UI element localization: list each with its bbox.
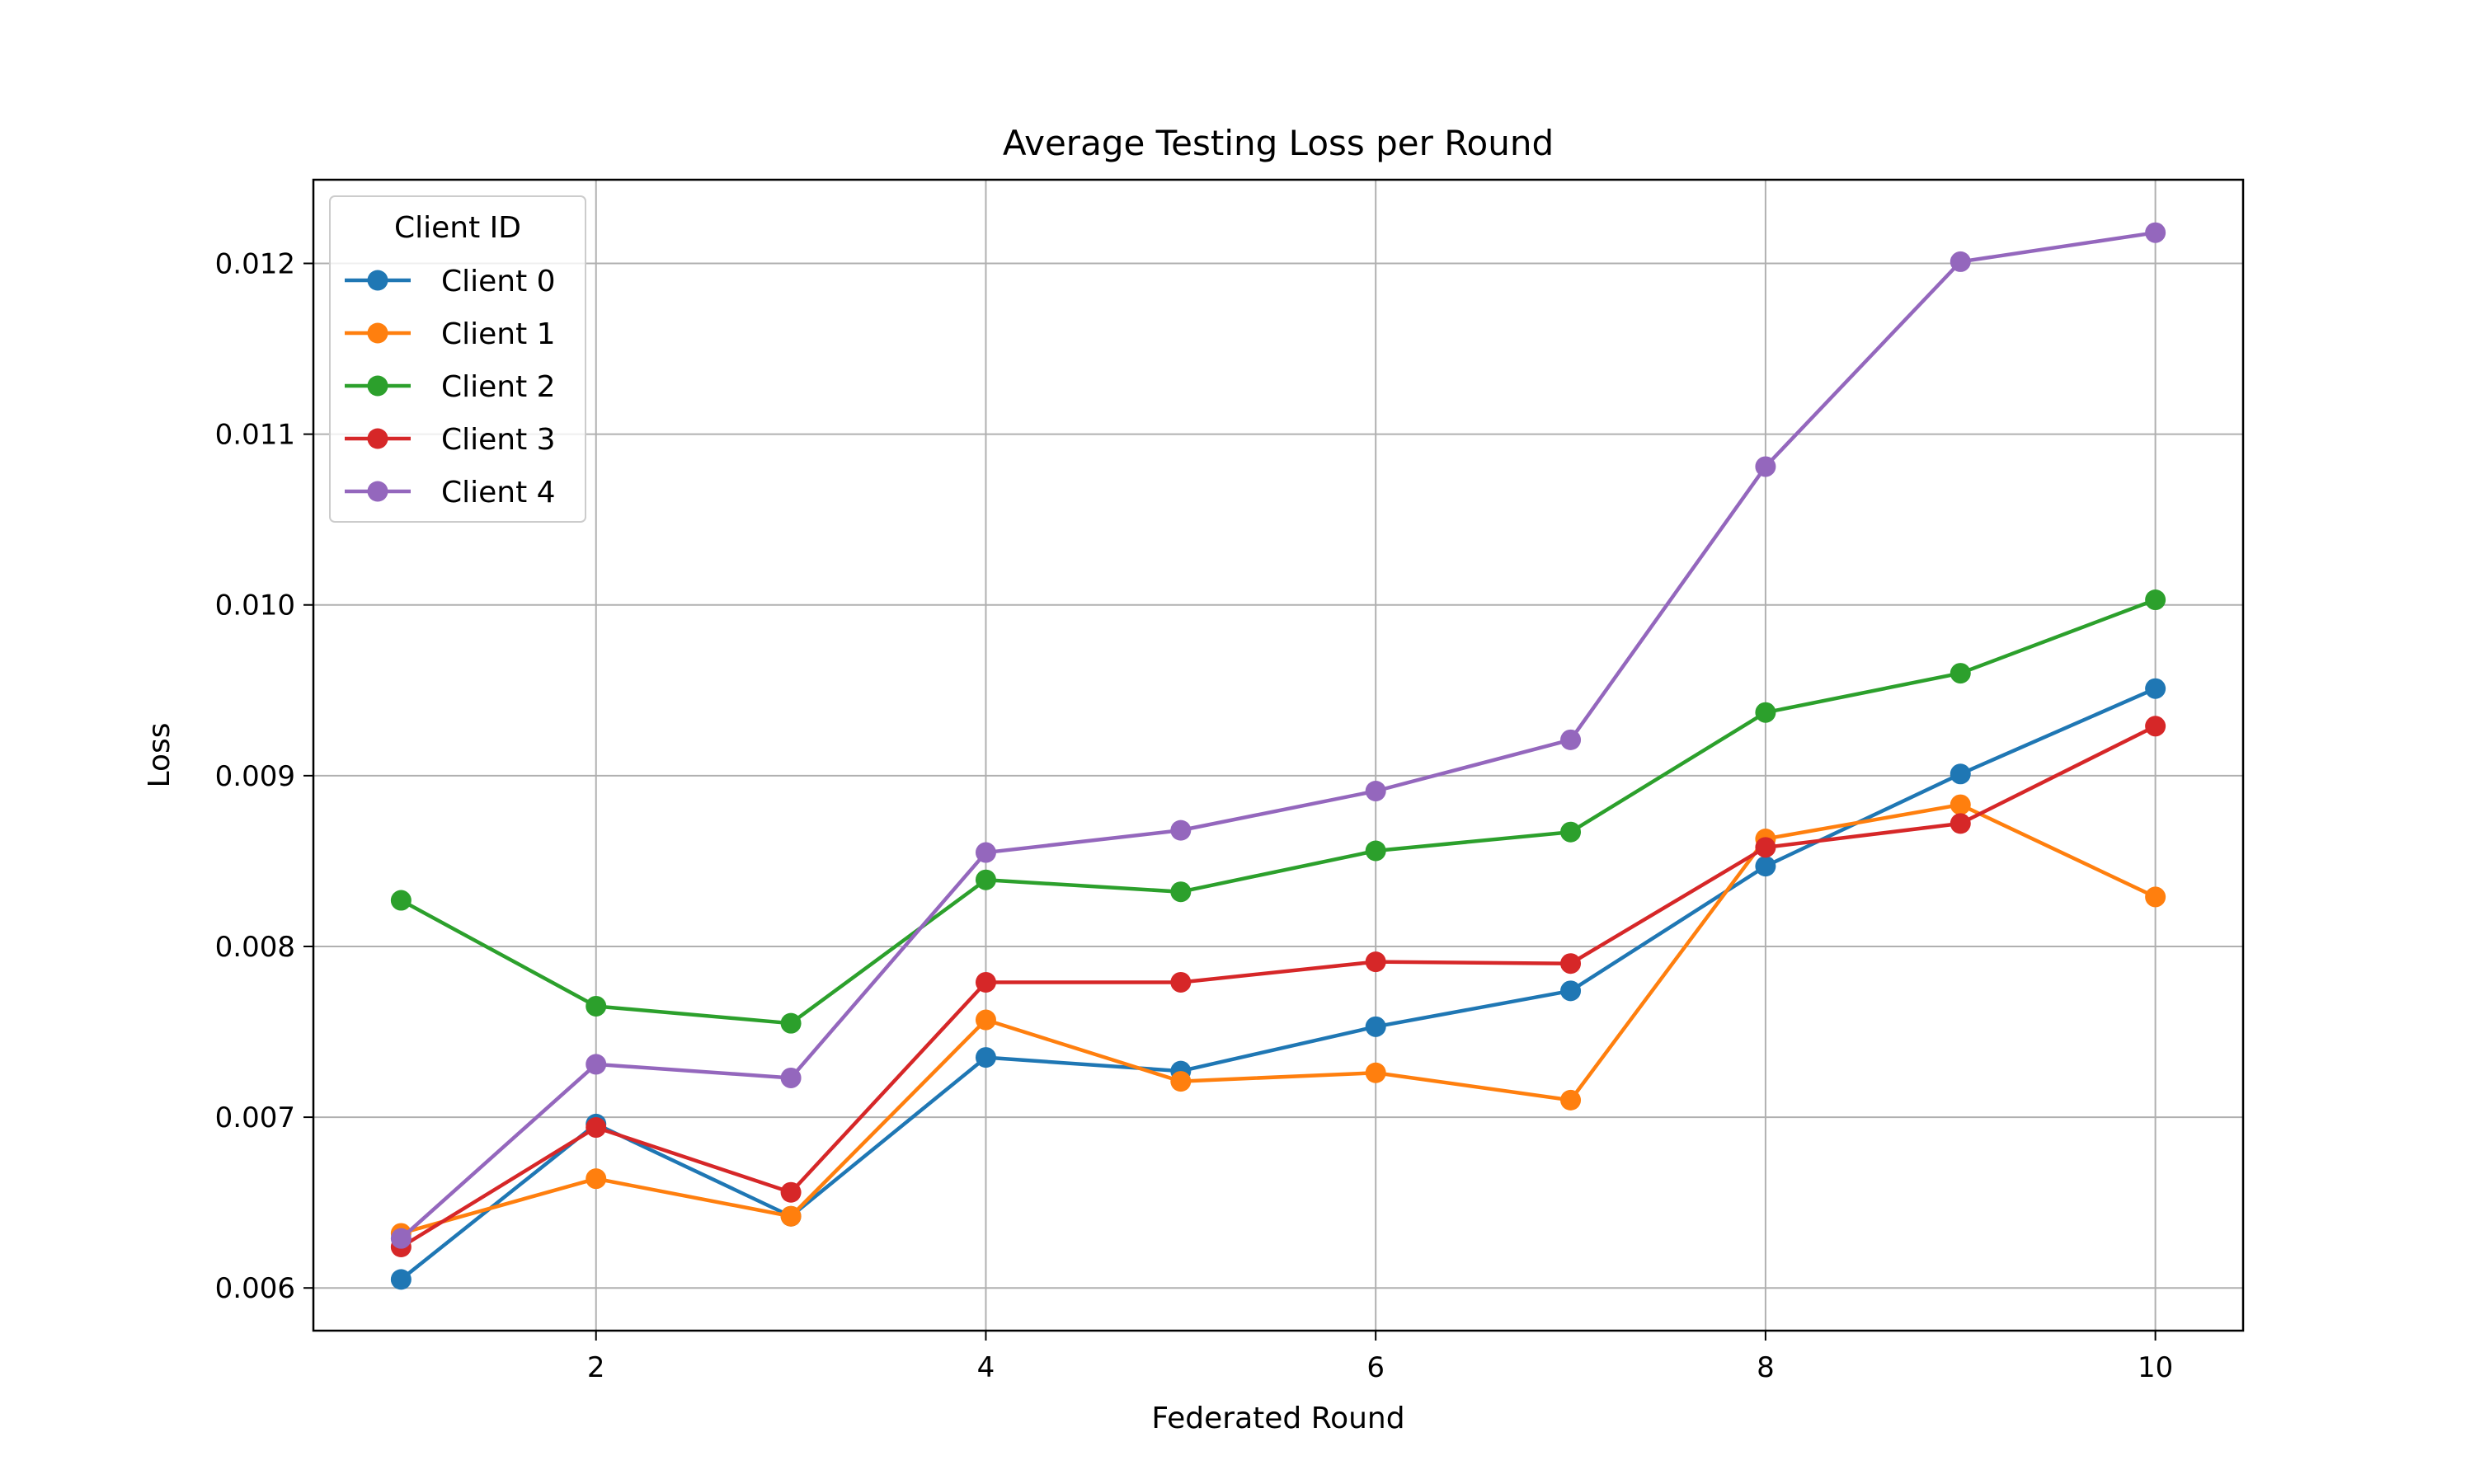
data-point (1560, 821, 1582, 843)
data-point (1365, 840, 1386, 862)
legend-item: Client 1 (345, 317, 556, 351)
legend-marker (367, 428, 388, 449)
plot-frame (312, 178, 2245, 1332)
data-point (780, 1012, 802, 1034)
legend-marker (367, 481, 388, 502)
data-point (586, 1054, 607, 1075)
x-axis-label: Federated Round (1151, 1402, 1404, 1435)
legend-label: Client 1 (441, 317, 556, 351)
data-point (1365, 1062, 1386, 1083)
series-line (400, 598, 2157, 1026)
data-point (1170, 1071, 1192, 1092)
data-point (1170, 881, 1192, 903)
legend-label: Client 3 (441, 423, 556, 457)
data-point (1560, 980, 1582, 1002)
data-point (2145, 886, 2166, 908)
data-point (1755, 456, 1776, 477)
data-point (586, 1117, 607, 1139)
data-point (1755, 702, 1776, 723)
legend-marker (367, 322, 388, 344)
data-point (975, 869, 996, 890)
series-3 (390, 716, 2166, 1258)
legend-marker (367, 270, 388, 291)
y-tick-label: 0.012 (215, 247, 295, 280)
ticks: 2 4 6 8 10 0.006 0.007 0.008 0.009 0.010 0.011 0.01… (215, 247, 2174, 1384)
data-point (390, 890, 412, 911)
legend-marker (367, 375, 388, 397)
legend-title: Client ID (394, 211, 521, 245)
data-point (586, 1168, 607, 1190)
data-point (1950, 251, 1971, 272)
data-point (2145, 678, 2166, 699)
series-2 (390, 589, 2166, 1034)
data-point (1560, 953, 1582, 974)
y-tick-label: 0.010 (215, 589, 295, 622)
chart-title: Average Testing Loss per Round (1003, 123, 1554, 163)
data-point (780, 1181, 802, 1203)
series-line (400, 724, 2157, 1249)
data-point (586, 995, 607, 1017)
legend-label: Client 2 (441, 370, 556, 404)
x-tick-label: 6 (1366, 1351, 1385, 1384)
data-point (390, 1269, 412, 1290)
data-point (975, 971, 996, 993)
x-tick-label: 10 (2138, 1351, 2173, 1384)
legend-item: Client 0 (345, 265, 556, 298)
y-tick-label: 0.006 (215, 1272, 295, 1305)
data-point (1365, 780, 1386, 801)
legend-label: Client 0 (441, 265, 556, 298)
data-point (1950, 794, 1971, 815)
x-tick-label: 2 (587, 1351, 605, 1384)
data-point (1755, 837, 1776, 858)
data-point (2145, 589, 2166, 611)
data-point (1950, 813, 1971, 834)
legend-items: Client 0 Client 1 Client 2 Client 3 Client 4 (345, 265, 556, 510)
series-layer (390, 222, 2166, 1290)
series-line (399, 230, 2156, 1240)
series-line (400, 802, 2157, 1236)
data-point (2145, 222, 2166, 243)
legend-item: Client 4 (345, 476, 556, 510)
y-tick-label: 0.007 (215, 1101, 295, 1134)
y-axis-label: Loss (143, 723, 176, 788)
data-point (1170, 819, 1192, 841)
data-point (1365, 951, 1386, 973)
data-point (1170, 971, 1192, 993)
y-tick-label: 0.011 (215, 419, 295, 452)
x-tick-label: 8 (1757, 1351, 1775, 1384)
data-point (1560, 1089, 1582, 1111)
data-point (975, 1009, 996, 1031)
data-point (780, 1205, 802, 1227)
data-point (1560, 729, 1582, 750)
x-tick-label: 4 (977, 1351, 995, 1384)
y-tick-label: 0.008 (215, 931, 295, 964)
series-4 (390, 222, 2166, 1249)
legend-item: Client 3 (345, 423, 556, 457)
data-point (1365, 1016, 1386, 1037)
legend-box (329, 195, 586, 523)
data-point (975, 842, 996, 863)
data-point (975, 1047, 996, 1068)
data-point (780, 1067, 802, 1088)
data-point (390, 1228, 412, 1249)
data-point (2145, 716, 2166, 737)
legend-item: Client 2 (345, 370, 556, 404)
data-point (1950, 663, 1971, 684)
y-tick-label: 0.009 (215, 760, 295, 793)
grid (313, 180, 2243, 1331)
legend-label: Client 4 (441, 476, 556, 510)
data-point (1950, 763, 1971, 785)
data-point (1755, 856, 1776, 877)
